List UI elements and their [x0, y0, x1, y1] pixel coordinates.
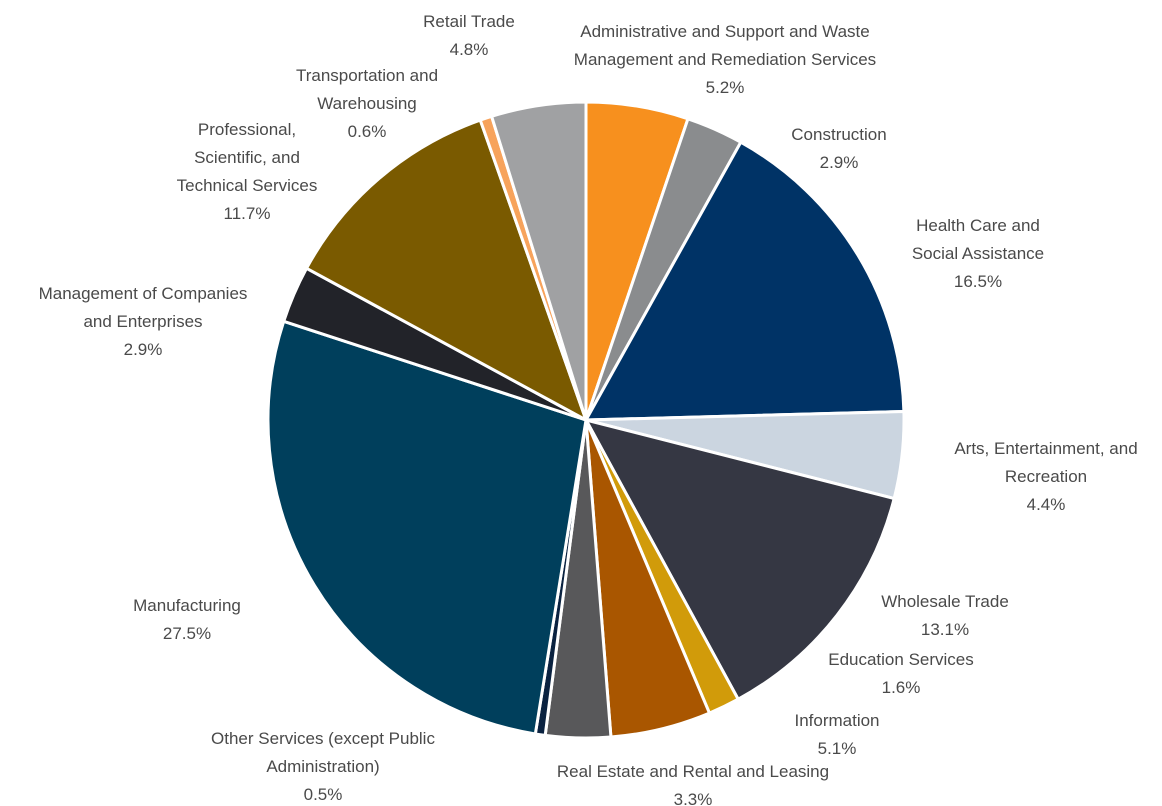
- slice-category-label: Technical Services: [177, 176, 318, 195]
- slice-label: Retail Trade 4.8%: [423, 12, 515, 59]
- slice-value-label: 3.3%: [674, 790, 713, 806]
- slice-value-label: 4.8%: [450, 40, 489, 59]
- slice-category-label: Administrative and Support and Waste: [580, 22, 869, 41]
- slice-value-label: 5.1%: [818, 739, 857, 758]
- slice-category-label: and Enterprises: [83, 312, 202, 331]
- slice-label: Management of Companies and Enterprises 2.…: [39, 284, 248, 359]
- slice-label: Arts, Entertainment, and Recreation 4.4%: [954, 439, 1137, 514]
- slice-value-label: 2.9%: [820, 153, 859, 172]
- slice-category-label: Education Services: [828, 650, 974, 669]
- slice-value-label: 13.1%: [921, 620, 969, 639]
- slice-label: Health Care and Social Assistance 16.5%: [912, 216, 1044, 291]
- slice-category-label: Social Assistance: [912, 244, 1044, 263]
- slice-category-label: Arts, Entertainment, and: [954, 439, 1137, 458]
- slice-label: Education Services 1.6%: [828, 650, 974, 697]
- slice-label: Administrative and Support and Waste Mana…: [574, 22, 876, 97]
- pie-slice: [490, 100, 588, 422]
- slice-category-label: Manufacturing: [133, 596, 241, 615]
- slice-label: Manufacturing 27.5%: [133, 596, 241, 643]
- slice-value-label: 11.7%: [224, 204, 271, 223]
- slice-value-label: 16.5%: [954, 272, 1002, 291]
- slice-category-label: Retail Trade: [423, 12, 515, 31]
- slice-value-label: 1.6%: [882, 678, 921, 697]
- slice-label: Transportation and Warehousing 0.6%: [296, 66, 438, 141]
- slice-label: Construction 2.9%: [791, 125, 886, 172]
- slice-category-label: Other Services (except Public: [211, 729, 435, 748]
- slice-category-label: Warehousing: [317, 94, 417, 113]
- slice-value-label: 2.9%: [124, 340, 163, 359]
- slice-label: Professional, Scientific, and Technical Se…: [177, 120, 318, 223]
- slice-category-label: Scientific, and: [194, 148, 300, 167]
- slice-label: Other Services (except Public Administrat…: [211, 729, 435, 804]
- slice-category-label: Information: [794, 711, 879, 730]
- slice-value-label: 5.2%: [706, 78, 745, 97]
- slice-label: Wholesale Trade 13.1%: [881, 592, 1009, 639]
- slice-category-label: Real Estate and Rental and Leasing: [557, 762, 829, 781]
- slice-category-label: Transportation and: [296, 66, 438, 85]
- slice-label: Information 5.1%: [794, 711, 879, 758]
- pie-slices: [266, 100, 906, 740]
- pie-slice: [305, 118, 588, 422]
- slice-value-label: 4.4%: [1027, 495, 1066, 514]
- slice-category-label: Construction: [791, 125, 886, 144]
- slice-category-label: Management and Remediation Services: [574, 50, 876, 69]
- slice-value-label: 27.5%: [163, 624, 211, 643]
- pie-labels: Administrative and Support and Waste Mana…: [39, 12, 1138, 806]
- slice-value-label: 0.6%: [348, 122, 387, 141]
- slice-category-label: Health Care and: [916, 216, 1040, 235]
- slice-category-label: Recreation: [1005, 467, 1087, 486]
- pie-slice: [584, 418, 896, 701]
- slice-category-label: Management of Companies: [39, 284, 248, 303]
- slice-category-label: Wholesale Trade: [881, 592, 1009, 611]
- slice-value-label: 0.5%: [304, 785, 343, 804]
- pie-slice: [266, 319, 588, 736]
- slice-category-label: Administration): [266, 757, 379, 776]
- slice-category-label: Professional,: [198, 120, 296, 139]
- slice-label: Real Estate and Rental and Leasing 3.3%: [557, 762, 829, 806]
- pie-slice: [584, 140, 906, 422]
